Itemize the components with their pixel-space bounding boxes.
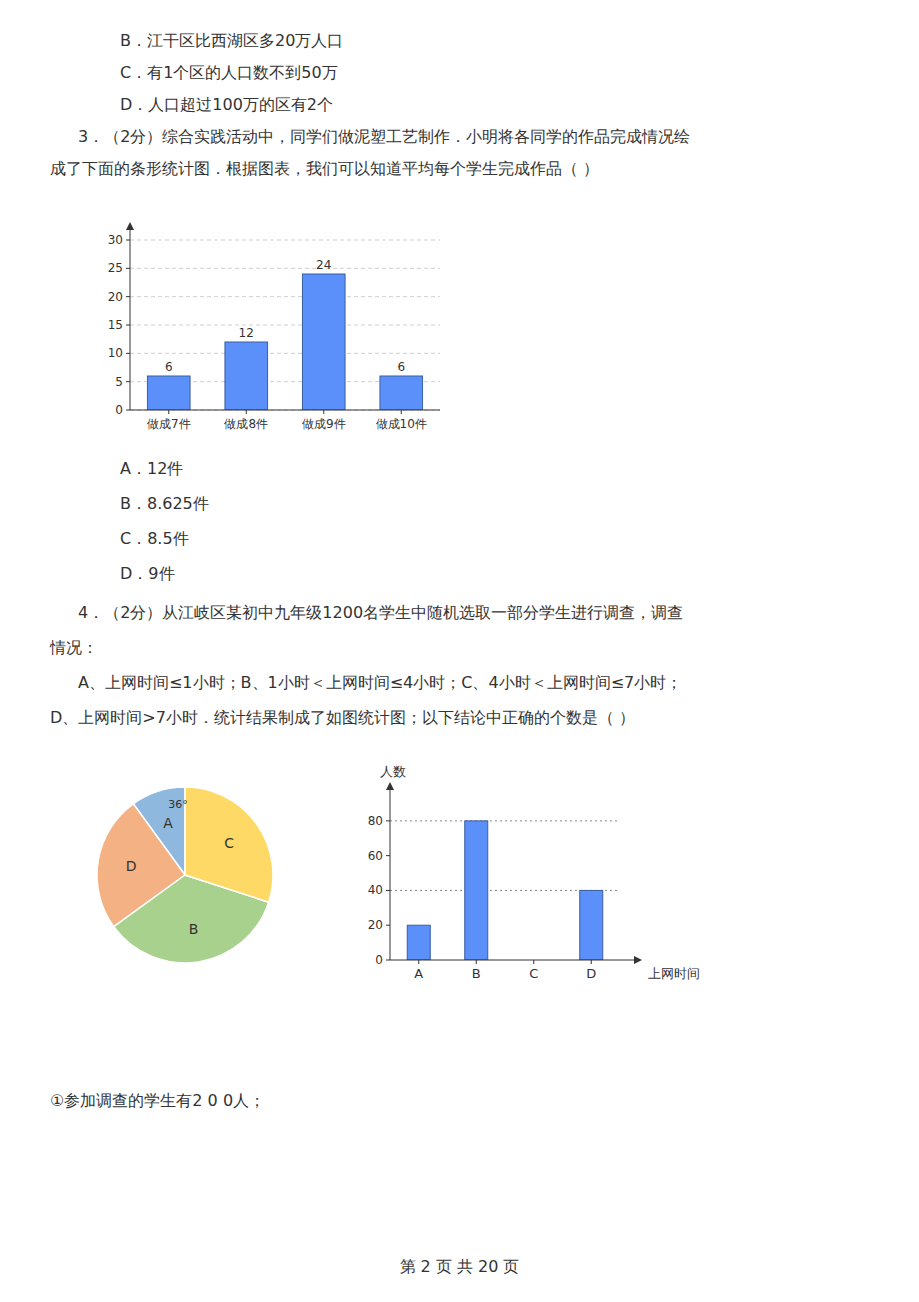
grid-line xyxy=(130,325,440,326)
x-axis xyxy=(130,410,440,411)
slice-label: C xyxy=(224,835,234,851)
annotation: 第 2 页 共 20 页 xyxy=(400,1257,520,1276)
y-tick xyxy=(386,890,390,891)
y-tick xyxy=(126,353,130,354)
slice-label: D xyxy=(126,858,137,874)
bars xyxy=(407,821,603,960)
bar xyxy=(147,376,190,410)
data-label: 12 xyxy=(239,326,254,340)
y-tick-label: 30 xyxy=(108,233,123,247)
annotation: D．9件 xyxy=(120,564,175,583)
y-tick xyxy=(386,820,390,821)
x-tick-label: 做成8件 xyxy=(224,417,268,431)
annotation: 成了下面的条形统计图．根据图表，我们可以知道平均每个学生完成作品（ ） xyxy=(50,159,599,178)
x-tick-label: 做成7件 xyxy=(147,417,191,431)
annotation: 36° xyxy=(168,798,188,811)
grid-line xyxy=(130,353,440,354)
y-tick-label: 80 xyxy=(368,814,383,828)
annotation: D、上网时间>7小时．统计结果制成了如图统计图；以下结论中正确的个数是（ ） xyxy=(50,708,635,727)
slice-label: A xyxy=(163,815,173,831)
annotation: D．人口超过100万的区有2个 xyxy=(120,95,333,114)
y-tick xyxy=(126,240,130,241)
y-tick-label: 10 xyxy=(108,346,123,360)
x-tick xyxy=(168,410,169,414)
x-tick xyxy=(401,410,402,414)
x-tick-label: 做成9件 xyxy=(302,417,346,431)
x-tick xyxy=(418,960,419,964)
y-tick-label: 25 xyxy=(108,261,123,275)
y-tick xyxy=(126,381,130,382)
bar xyxy=(302,274,345,410)
y-tick-label: 20 xyxy=(368,918,383,932)
annotation: A、上网时间≤1小时；B、1小时＜上网时间≤4小时；C、4小时＜上网时间≤7小时… xyxy=(78,673,682,692)
x-tick xyxy=(533,960,534,964)
annotation: B．8.625件 xyxy=(120,494,209,513)
x-tick xyxy=(323,410,324,414)
x-tick-label: D xyxy=(586,966,596,981)
x-axis xyxy=(390,960,638,961)
y-tick-label: 60 xyxy=(368,849,383,863)
bar xyxy=(407,925,430,960)
data-label: 24 xyxy=(316,258,331,272)
data-label: 6 xyxy=(397,360,405,374)
grid-line xyxy=(130,410,440,411)
annotation: 3．（2分）综合实践活动中，同学们做泥塑工艺制作．小明将各同学的作品完成情况绘 xyxy=(78,127,690,146)
y-tick xyxy=(386,925,390,926)
x-tick xyxy=(591,960,592,964)
slice-label: B xyxy=(189,921,199,937)
background xyxy=(0,0,919,1302)
pie-slice xyxy=(185,787,273,902)
y-tick-label: 5 xyxy=(115,375,123,389)
y-tick xyxy=(386,855,390,856)
y-tick xyxy=(126,268,130,269)
x-tick-label: 做成10件 xyxy=(376,417,427,431)
y-tick-label: 20 xyxy=(108,290,123,304)
y-axis xyxy=(390,786,391,960)
grid-line xyxy=(130,240,440,241)
bar xyxy=(465,821,488,960)
x-tick xyxy=(476,960,477,964)
x-tick-label: A xyxy=(414,966,423,981)
x-tick-label: B xyxy=(472,966,481,981)
annotation: 情况： xyxy=(49,638,98,657)
data-label: 6 xyxy=(165,360,173,374)
y-tick-label: 15 xyxy=(108,318,123,332)
y-axis-arrow xyxy=(126,222,134,230)
y-axis-label: 人数 xyxy=(380,764,406,779)
y-tick xyxy=(126,296,130,297)
x-axis-label: 上网时间 xyxy=(648,966,700,981)
annotation: C．有1个区的人口数不到50万 xyxy=(120,63,338,82)
reference-line xyxy=(390,820,620,821)
y-tick-label: 0 xyxy=(115,403,123,417)
pie-chart: A D B C 36° xyxy=(97,787,273,963)
annotation: ①参加调查的学生有2 0 0人； xyxy=(50,1091,265,1110)
x-axis-arrow xyxy=(634,956,642,964)
bar xyxy=(380,376,423,410)
bar-chart: 0 20 40 60 80 A B C D 人数上网时间 xyxy=(368,764,700,981)
bar xyxy=(225,342,268,410)
bars xyxy=(147,274,422,410)
bar xyxy=(580,890,603,960)
y-tick xyxy=(386,960,390,961)
grid-line xyxy=(130,268,440,269)
x-tick xyxy=(246,410,247,414)
y-tick xyxy=(126,325,130,326)
annotation: 4．（2分）从江岐区某初中九年级1200名学生中随机选取一部分学生进行调查，调查 xyxy=(78,603,683,622)
annotation: B．江干区比西湖区多20万人口 xyxy=(120,31,343,50)
y-axis xyxy=(130,226,131,410)
bar-chart: 0 5 10 15 20 25 30 6 12 24 6 做成7件 做成8件 做成9件 做成10件 xyxy=(108,222,440,431)
y-tick xyxy=(126,410,130,411)
page: B．江干区比西湖区多20万人口 C．有1个区的人口数不到50万 D．人口超过100万… xyxy=(0,0,919,1302)
x-tick-label: C xyxy=(529,966,538,981)
grid-line xyxy=(130,296,440,297)
y-axis-arrow xyxy=(386,782,394,790)
y-tick-label: 40 xyxy=(368,883,383,897)
annotation: A．12件 xyxy=(120,459,183,478)
y-tick-label: 0 xyxy=(375,953,383,967)
annotation: C．8.5件 xyxy=(120,529,189,548)
